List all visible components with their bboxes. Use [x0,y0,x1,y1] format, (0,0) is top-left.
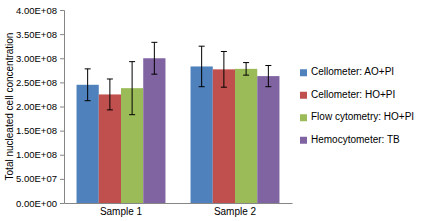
y-tick-mark [60,203,64,204]
error-bar-stem [246,63,247,76]
error-bar-stem [87,69,88,101]
y-tick-label: 0.00E+00 [16,198,57,209]
error-bar-cap [199,86,205,87]
error-bar [221,51,227,87]
error-bar-stem [268,65,269,86]
y-tick-label: 1.50E+08 [16,125,57,136]
error-bar-stem [201,46,202,87]
y-tick: 3.50E+08 [16,29,64,40]
legend-swatch [300,137,307,144]
error-bar [129,62,135,115]
y-tick: 5.00E+07 [16,173,64,184]
chart: 0.00E+00 5.00E+07 1.00E+08 1.50E+08 2.00E+08… [0,0,426,221]
y-tick: 2.00E+08 [16,101,64,112]
error-bar-cap [221,87,227,88]
error-bar-cap [243,62,249,63]
y-axis-title: Total nucleated cell concentration [4,33,15,181]
y-tick-label: 2.50E+08 [16,77,57,88]
bar [77,85,99,203]
error-bar-cap [85,68,91,69]
error-bar-cap [107,109,113,110]
error-bar [265,65,271,86]
legend-item: Flow cytometry: HO+PI [300,111,414,122]
y-tick-label: 5.00E+07 [16,173,57,184]
error-bar-stem [154,42,155,74]
legend-swatch [300,69,307,76]
bar [213,69,235,203]
y-tick-mark [60,10,64,11]
legend-item: Hemocytometer: TB [300,134,400,145]
legend: Cellometer: AO+PI Cellometer: HO+PI Flow c… [300,66,414,145]
legend-label: Cellometer: AO+PI [311,66,394,77]
x-tick: Sample 1 [100,203,143,217]
legend-swatch [300,92,307,99]
y-axis: 0.00E+00 5.00E+07 1.00E+08 1.50E+08 2.00E+08… [16,5,64,209]
y-tick-mark [60,179,64,180]
y-tick-label: 3.00E+08 [16,53,57,64]
error-bar-cap [243,75,249,76]
legend-label: Cellometer: HO+PI [311,89,395,100]
series [77,46,213,203]
x-axis: Sample 1 Sample 2 [65,203,293,217]
y-tick-mark [60,58,64,59]
error-bar-cap [151,42,157,43]
error-bar-cap [129,61,135,62]
y-tick: 1.50E+08 [16,125,64,136]
y-tick-mark [60,107,64,108]
error-bar-cap [129,114,135,115]
legend-label: Hemocytometer: TB [311,134,400,145]
y-tick-label: 4.00E+08 [16,5,57,16]
x-tick-label: Sample 1 [100,206,143,217]
y-tick: 0.00E+00 [16,198,64,209]
error-bar-stem [109,79,110,110]
error-bar-stem [223,51,224,87]
plot: 0.00E+00 5.00E+07 1.00E+08 1.50E+08 2.00E+08… [16,5,292,218]
series [143,42,279,203]
y-tick-mark [60,155,64,156]
error-bar [199,46,205,87]
error-bar-cap [107,78,113,79]
bar [143,58,165,203]
bar [235,69,257,203]
error-bar-cap [199,46,205,47]
legend-swatch [300,114,307,121]
legend-item: Cellometer: AO+PI [300,66,394,77]
error-bar-cap [265,65,271,66]
error-bar [243,63,249,76]
y-tick: 2.50E+08 [16,77,64,88]
x-axis-line [65,203,293,204]
error-bar-stem [132,62,133,115]
legend-label: Flow cytometry: HO+PI [311,111,414,122]
y-tick-label: 2.00E+08 [16,101,57,112]
y-tick-label: 3.50E+08 [16,29,57,40]
error-bar-cap [151,74,157,75]
error-bar [151,42,157,74]
y-tick: 1.00E+08 [16,149,64,160]
y-tick-mark [60,82,64,83]
series [121,62,257,203]
bars [77,42,280,203]
error-bar [107,79,113,110]
y-axis-line [60,11,65,204]
error-bar [85,69,91,101]
bar [99,94,121,203]
x-tick: Sample 2 [214,203,257,217]
series [99,51,235,203]
y-tick: 4.00E+08 [16,5,64,16]
x-tick-label: Sample 2 [214,206,257,217]
error-bar-cap [85,100,91,101]
error-bar-cap [221,51,227,52]
y-tick: 3.00E+08 [16,53,64,64]
y-tick-label: 1.00E+08 [16,149,57,160]
y-tick-mark [60,34,64,35]
error-bar-cap [265,86,271,87]
bar [257,76,279,203]
bar [191,66,213,203]
y-tick-mark [60,131,64,132]
legend-item: Cellometer: HO+PI [300,89,395,100]
